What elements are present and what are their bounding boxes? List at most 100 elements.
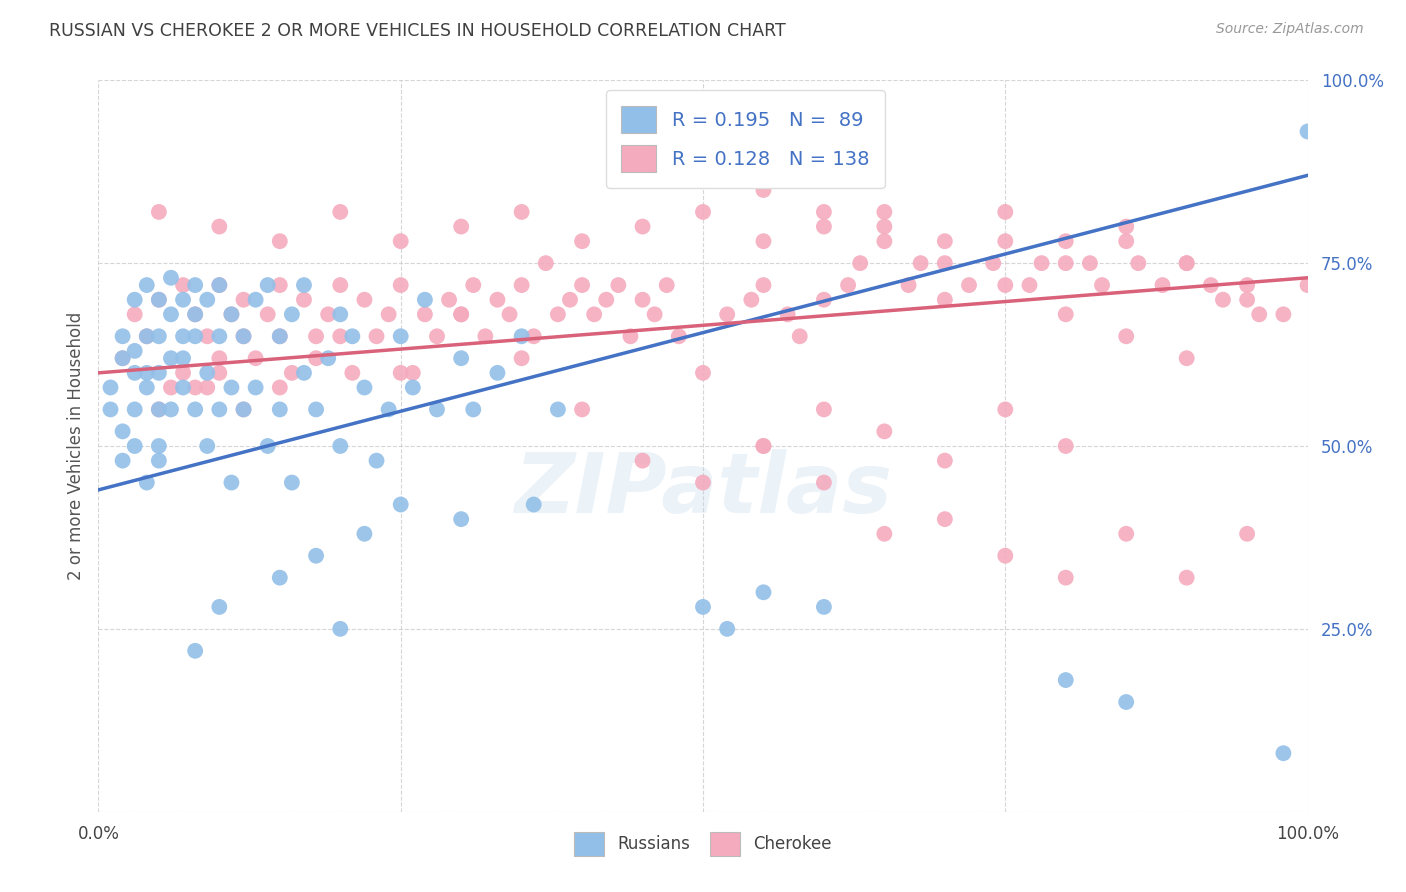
Point bbox=[450, 219, 472, 234]
Point bbox=[316, 351, 339, 366]
Point bbox=[692, 599, 714, 614]
Point bbox=[172, 380, 194, 394]
Text: ZIPatlas: ZIPatlas bbox=[515, 450, 891, 531]
Point bbox=[873, 234, 896, 248]
Point bbox=[631, 453, 654, 467]
Point bbox=[256, 278, 278, 293]
Point bbox=[752, 183, 775, 197]
Point bbox=[426, 329, 449, 343]
Point bbox=[1236, 293, 1258, 307]
Point bbox=[1031, 256, 1053, 270]
Point bbox=[813, 219, 835, 234]
Point bbox=[160, 402, 183, 417]
Point bbox=[256, 439, 278, 453]
Point bbox=[873, 219, 896, 234]
Point bbox=[413, 293, 436, 307]
Point bbox=[1296, 278, 1319, 293]
Point bbox=[208, 278, 231, 293]
Point bbox=[934, 234, 956, 248]
Point bbox=[1078, 256, 1101, 270]
Text: RUSSIAN VS CHEROKEE 2 OR MORE VEHICLES IN HOUSEHOLD CORRELATION CHART: RUSSIAN VS CHEROKEE 2 OR MORE VEHICLES I… bbox=[49, 22, 786, 40]
Point bbox=[837, 278, 859, 293]
Point bbox=[813, 293, 835, 307]
Point bbox=[523, 329, 546, 343]
Point bbox=[752, 439, 775, 453]
Point bbox=[342, 366, 364, 380]
Point bbox=[221, 307, 243, 321]
Point bbox=[583, 307, 606, 321]
Point bbox=[172, 351, 194, 366]
Point bbox=[1018, 278, 1040, 293]
Point bbox=[1128, 256, 1150, 270]
Point bbox=[281, 475, 304, 490]
Point bbox=[1054, 439, 1077, 453]
Point bbox=[1249, 307, 1271, 321]
Point bbox=[124, 439, 146, 453]
Point bbox=[1236, 526, 1258, 541]
Point bbox=[292, 366, 315, 380]
Point bbox=[208, 599, 231, 614]
Point bbox=[450, 307, 472, 321]
Point bbox=[619, 329, 641, 343]
Point bbox=[305, 329, 328, 343]
Point bbox=[752, 278, 775, 293]
Point bbox=[148, 366, 170, 380]
Point bbox=[1054, 571, 1077, 585]
Point bbox=[100, 380, 122, 394]
Point bbox=[172, 293, 194, 307]
Point bbox=[135, 329, 157, 343]
Point bbox=[389, 234, 412, 248]
Point bbox=[148, 439, 170, 453]
Point bbox=[269, 234, 291, 248]
Point bbox=[135, 329, 157, 343]
Point bbox=[450, 307, 472, 321]
Point bbox=[716, 622, 738, 636]
Point bbox=[981, 256, 1004, 270]
Point bbox=[668, 329, 690, 343]
Point bbox=[160, 270, 183, 285]
Point bbox=[934, 453, 956, 467]
Point bbox=[245, 293, 267, 307]
Point bbox=[813, 599, 835, 614]
Point bbox=[148, 293, 170, 307]
Point bbox=[486, 366, 509, 380]
Point bbox=[135, 380, 157, 394]
Point bbox=[148, 402, 170, 417]
Point bbox=[1199, 278, 1222, 293]
Point bbox=[292, 293, 315, 307]
Point bbox=[571, 234, 593, 248]
Point bbox=[195, 380, 218, 394]
Point bbox=[208, 351, 231, 366]
Point bbox=[389, 278, 412, 293]
Point bbox=[195, 439, 218, 453]
Point bbox=[994, 278, 1017, 293]
Point bbox=[172, 278, 194, 293]
Point bbox=[1175, 351, 1198, 366]
Point bbox=[160, 380, 183, 394]
Point bbox=[184, 329, 207, 343]
Point bbox=[316, 307, 339, 321]
Point bbox=[377, 402, 399, 417]
Point bbox=[329, 329, 352, 343]
Point bbox=[305, 351, 328, 366]
Point bbox=[256, 307, 278, 321]
Point bbox=[716, 307, 738, 321]
Point bbox=[329, 278, 352, 293]
Point bbox=[498, 307, 520, 321]
Point bbox=[1054, 234, 1077, 248]
Point bbox=[135, 366, 157, 380]
Point bbox=[342, 329, 364, 343]
Point bbox=[221, 307, 243, 321]
Point bbox=[1054, 307, 1077, 321]
Point bbox=[269, 380, 291, 394]
Point bbox=[450, 512, 472, 526]
Point bbox=[813, 402, 835, 417]
Point bbox=[692, 475, 714, 490]
Point bbox=[510, 351, 533, 366]
Point bbox=[1115, 234, 1137, 248]
Point bbox=[1272, 746, 1295, 760]
Point bbox=[184, 278, 207, 293]
Point bbox=[269, 278, 291, 293]
Point bbox=[135, 278, 157, 293]
Point bbox=[994, 549, 1017, 563]
